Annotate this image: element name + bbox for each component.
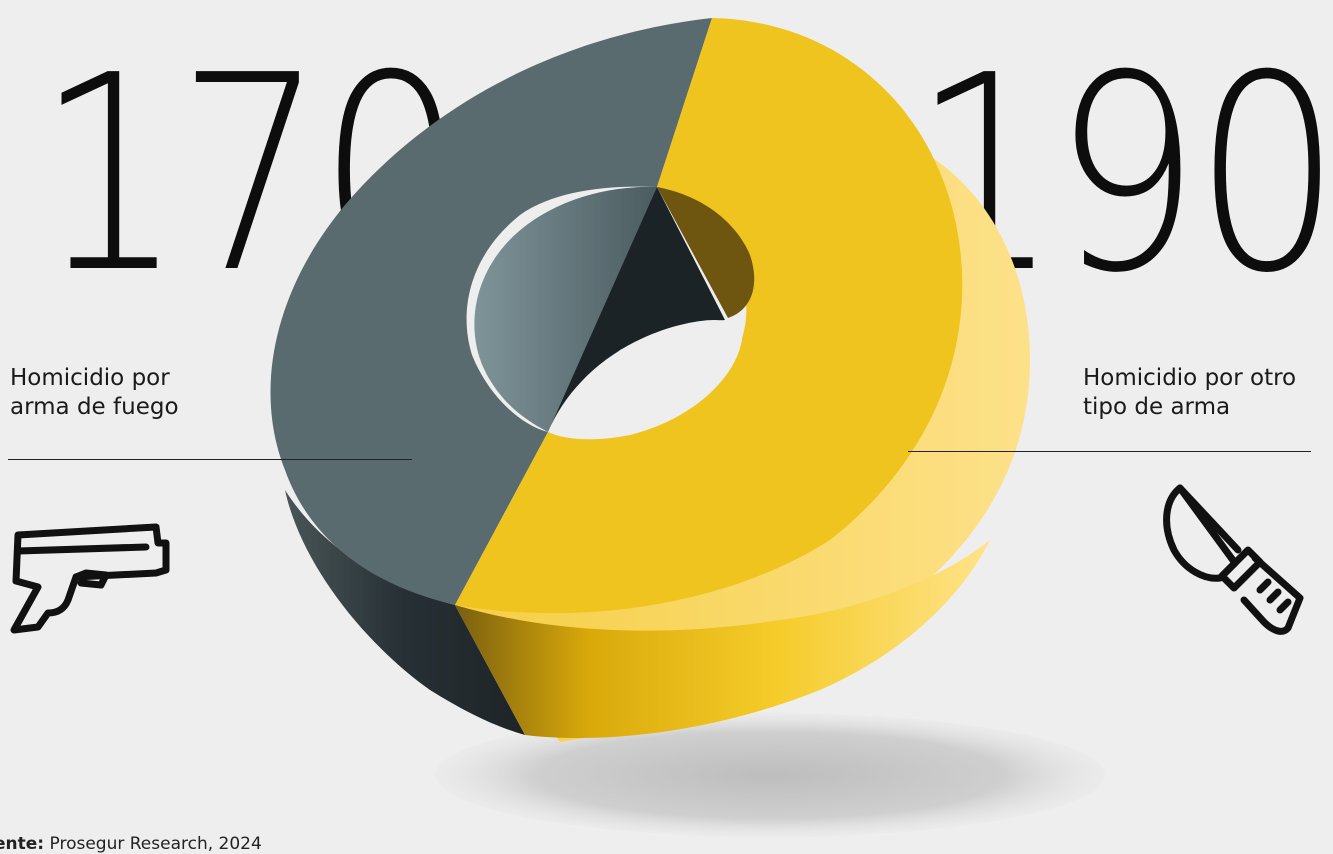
label-firearm-line2: arma de fuego	[10, 394, 179, 420]
label-other-weapon-line1: Homicidio por otro	[1083, 365, 1297, 391]
gray-slice-side	[285, 490, 525, 735]
source-note: ente: Prosegur Research, 2024	[0, 834, 262, 854]
donut-hole	[548, 320, 743, 440]
source-text: Prosegur Research, 2024	[49, 834, 262, 854]
yellow-slice-side	[455, 540, 990, 738]
divider-left	[8, 459, 412, 460]
label-firearm-line1: Homicidio por	[10, 365, 170, 391]
label-other-weapon: Homicidio por otro tipo de arma	[1083, 364, 1296, 422]
label-firearm: Homicidio por arma de fuego	[10, 364, 179, 422]
donut-shadow	[435, 713, 1105, 837]
donut-hole-wall-yellow	[657, 187, 755, 318]
gun-icon	[10, 523, 170, 634]
source-prefix: ente:	[0, 834, 45, 854]
gray-slice-top	[270, 18, 712, 605]
knife-icon	[1163, 484, 1304, 635]
donut-hole-wall-dark	[548, 187, 725, 432]
label-other-weapon-line2: tipo de arma	[1083, 394, 1231, 420]
divider-right	[908, 451, 1311, 452]
donut-hole-wall-gray	[474, 186, 657, 432]
yellow-slice-top	[455, 18, 963, 614]
